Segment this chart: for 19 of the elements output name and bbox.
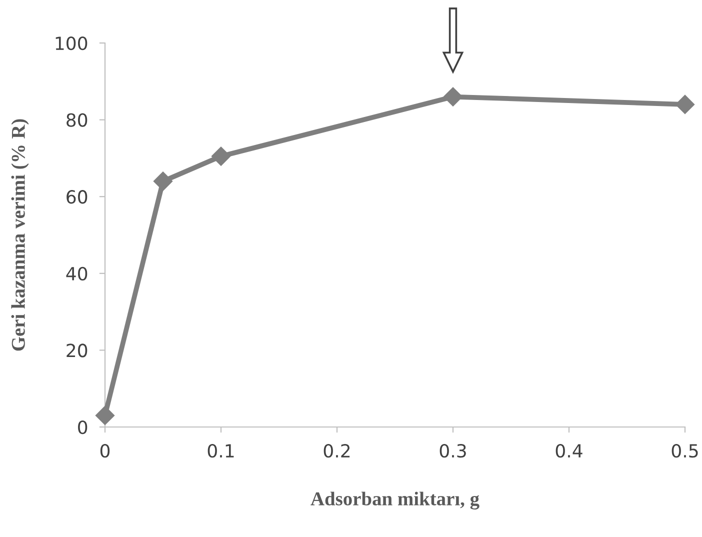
x-tick-label: 0.1 bbox=[208, 444, 234, 458]
y-tick-label: 20 bbox=[66, 344, 88, 358]
y-tick-label: 40 bbox=[66, 266, 88, 281]
x-axis-title: Adsorban miktarı, g bbox=[310, 492, 480, 510]
y-tick-label: 100 bbox=[56, 36, 88, 50]
x-tick-label: 0.3 bbox=[440, 444, 466, 458]
point bbox=[443, 87, 463, 106]
y-tick-label: 60 bbox=[66, 190, 88, 204]
x-tick-label: 0.2 bbox=[324, 444, 350, 458]
x-tick-label: 0 bbox=[100, 444, 110, 458]
y-tick-label: 80 bbox=[66, 113, 88, 127]
point bbox=[675, 94, 695, 114]
x-tick-label: 0.4 bbox=[556, 444, 582, 458]
y-axis-title: Geri kazanma verimi (% R) bbox=[11, 119, 29, 351]
point bbox=[211, 146, 231, 166]
y-tick-label: 0 bbox=[78, 420, 88, 434]
point bbox=[153, 172, 173, 191]
x-tick-label: 0.5 bbox=[672, 444, 698, 458]
point bbox=[95, 406, 115, 426]
